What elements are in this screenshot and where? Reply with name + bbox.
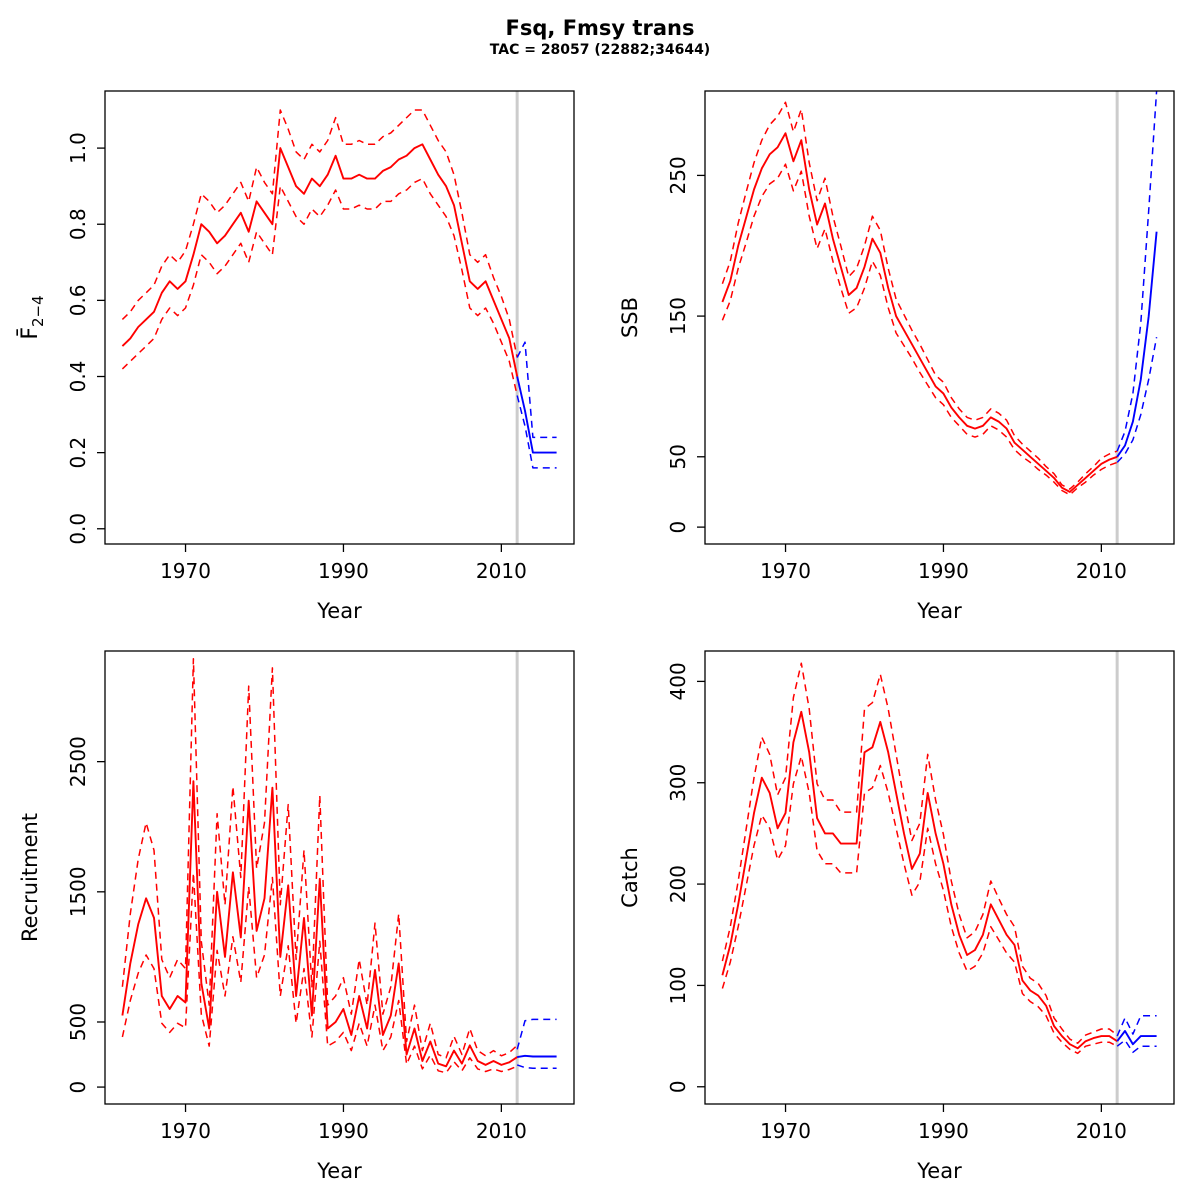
- chart-title: Fsq, Fmsy trans: [505, 16, 695, 40]
- catch-y-tick-label: 100: [666, 966, 690, 1004]
- recruitment-y-axis: 0 500 1500 2500 Recruitment: [18, 736, 105, 1093]
- chart-svg-catch: 1970 1990 2010 Year 0 100 200 300 400 Catch: [618, 649, 1175, 1183]
- recruitment-y-tick-label: 1500: [66, 866, 90, 917]
- ssb-forecast-median-line: [1116, 231, 1158, 457]
- recruitment-x-axis: 1970 1990 2010 Year: [160, 1103, 527, 1183]
- fbar-plot-box: [104, 89, 575, 545]
- fbar-x-tick-label: 1990: [318, 559, 369, 583]
- fbar-history-median-line: [121, 142, 519, 377]
- catch-plot-box: [704, 649, 1175, 1105]
- ssb-x-axis: 1970 1990 2010 Year: [760, 543, 1127, 623]
- catch-y-tick-label: 0: [666, 1080, 690, 1093]
- catch-history-upper-ci-line: [721, 661, 1118, 1044]
- recruitment-forecast-median-line: [517, 1054, 557, 1058]
- fbar-x-axis-title: Year: [316, 599, 362, 623]
- ssb-y-tick-label: 0: [666, 520, 690, 533]
- ssb-x-tick-label: 1990: [918, 559, 969, 583]
- chart-subtitle: TAC = 28057 (22882;34644): [489, 42, 711, 59]
- ssb-x-tick-label: 1970: [760, 559, 811, 583]
- charts-grid: 1970 1990 2010 Year 0.0 0.2 0.4 0.6 0.8 1.0 F̄2−4 …: [0, 78, 1200, 1198]
- ssb-y-tick-label: 50: [666, 444, 690, 469]
- fbar-series-group: [121, 108, 557, 469]
- ssb-y-axis: 0 50 150 250 SSB: [618, 156, 705, 533]
- ssb-y-axis-title: SSB: [618, 296, 642, 337]
- recruitment-y-tick-label: 500: [66, 1002, 90, 1040]
- ssb-x-tick-label: 2010: [1076, 559, 1127, 583]
- catch-forecast-upper-ci-line: [1116, 1014, 1157, 1036]
- ssb-history-median-line: [721, 131, 1118, 493]
- recruitment-y-tick-label: 2500: [66, 736, 90, 787]
- catch-x-axis: 1970 1990 2010 Year: [760, 1103, 1127, 1183]
- chart-svg-recruitment: 1970 1990 2010 Year 0 500 1500 2500 Recruitment: [18, 649, 575, 1183]
- fbar-y-tick-label: 0.6: [66, 284, 90, 316]
- ssb-series-group: [721, 90, 1158, 496]
- catch-forecast-lower-ci-line: [1116, 1038, 1157, 1053]
- catch-x-tick-label: 1990: [918, 1119, 969, 1143]
- fbar-y-tick-label: 0.8: [66, 208, 90, 240]
- catch-y-tick-label: 300: [666, 763, 690, 801]
- catch-y-axis: 0 100 200 300 400 Catch: [618, 662, 705, 1093]
- ssb-forecast-lower-ci-line: [1116, 336, 1158, 463]
- fbar-forecast-median-line: [516, 375, 557, 454]
- ssb-y-tick-label: 250: [666, 156, 690, 194]
- recruitment-forecast-upper-ci-line: [516, 1018, 557, 1049]
- ssb-y-tick-label: 150: [666, 296, 690, 334]
- recruitment-history-lower-ci-line: [121, 871, 518, 1074]
- ssb-history-upper-ci-line: [721, 101, 1118, 490]
- recruitment-plot-box: [104, 649, 575, 1105]
- chart-svg-fbar: 1970 1990 2010 Year 0.0 0.2 0.4 0.6 0.8 1.0 F̄2−4: [17, 89, 575, 623]
- ssb-history-lower-ci-line: [721, 162, 1118, 496]
- recruitment-history-median-line: [121, 779, 518, 1067]
- ssb-plot-box: [704, 89, 1175, 545]
- fbar-y-axis: 0.0 0.2 0.4 0.6 0.8 1.0 F̄2−4: [17, 132, 105, 544]
- catch-x-tick-label: 1970: [760, 1119, 811, 1143]
- recruitment-series-group: [121, 657, 557, 1074]
- recruitment-forecast-lower-ci-line: [516, 1063, 557, 1069]
- ssb-x-axis-title: Year: [916, 599, 962, 623]
- catch-y-axis-title: Catch: [618, 847, 642, 908]
- fbar-forecast-upper-ci-line: [516, 340, 557, 438]
- chart-panel-ssb: 1970 1990 2010 Year 0 50 150 250 SSB: [600, 78, 1200, 638]
- chart-panel-recruitment: 1970 1990 2010 Year 0 500 1500 2500 Recruitment: [0, 638, 600, 1198]
- catch-forecast-median-line: [1116, 1029, 1157, 1045]
- chart-panel-catch: 1970 1990 2010 Year 0 100 200 300 400 Catch: [600, 638, 1200, 1198]
- catch-history-lower-ci-line: [721, 755, 1118, 1054]
- fbar-y-tick-label: 0.0: [66, 512, 90, 544]
- fbar-x-tick-label: 1970: [160, 559, 211, 583]
- fbar-x-axis: 1970 1990 2010 Year: [160, 543, 527, 623]
- fbar-forecast-lower-ci-line: [516, 394, 557, 469]
- catch-y-tick-label: 200: [666, 864, 690, 902]
- chart-svg-ssb: 1970 1990 2010 Year 0 50 150 250 SSB: [618, 89, 1175, 623]
- catch-y-tick-label: 400: [666, 662, 690, 700]
- recruitment-x-tick-label: 1970: [160, 1119, 211, 1143]
- catch-x-axis-title: Year: [916, 1159, 962, 1183]
- recruitment-y-tick-label: 0: [66, 1080, 90, 1093]
- catch-series-group: [721, 661, 1157, 1054]
- fbar-y-tick-label: 0.4: [66, 360, 90, 392]
- catch-x-tick-label: 2010: [1076, 1119, 1127, 1143]
- catch-history-median-line: [721, 710, 1118, 1049]
- recruitment-x-axis-title: Year: [316, 1159, 362, 1183]
- ssb-forecast-upper-ci-line: [1116, 90, 1158, 451]
- fbar-history-upper-ci-line: [121, 108, 518, 358]
- fbar-y-tick-label: 1.0: [66, 132, 90, 164]
- fbar-y-tick-label: 0.2: [66, 436, 90, 468]
- chart-panel-fbar: 1970 1990 2010 Year 0.0 0.2 0.4 0.6 0.8 1.0 F̄2−4: [0, 78, 600, 638]
- fbar-x-tick-label: 2010: [476, 559, 527, 583]
- fbar-history-lower-ci-line: [121, 177, 518, 396]
- recruitment-x-tick-label: 1990: [318, 1119, 369, 1143]
- recruitment-y-axis-title: Recruitment: [18, 812, 42, 941]
- recruitment-history-upper-ci-line: [121, 657, 518, 1059]
- figure-header: Fsq, Fmsy trans TAC = 28057 (22882;34644…: [0, 0, 1200, 78]
- fbar-y-axis-title: F̄2−4: [17, 295, 47, 339]
- recruitment-x-tick-label: 2010: [476, 1119, 527, 1143]
